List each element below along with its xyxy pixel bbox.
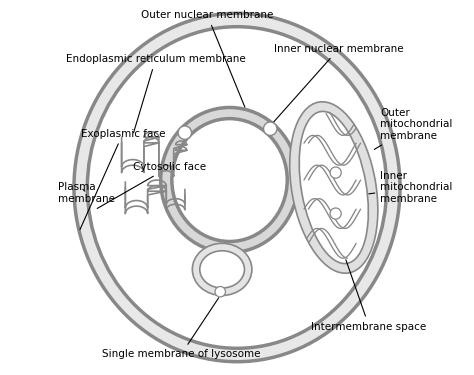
Ellipse shape — [192, 243, 252, 296]
Text: Inner
mitochondrial
membrane: Inner mitochondrial membrane — [369, 171, 453, 204]
Circle shape — [264, 122, 277, 135]
Text: Outer nuclear membrane: Outer nuclear membrane — [141, 10, 273, 107]
Ellipse shape — [299, 111, 368, 264]
Circle shape — [215, 286, 226, 297]
Ellipse shape — [172, 118, 287, 242]
Circle shape — [330, 167, 341, 178]
Text: Single membrane of lysosome: Single membrane of lysosome — [102, 298, 260, 359]
Text: Endoplasmic reticulum membrane: Endoplasmic reticulum membrane — [66, 54, 246, 133]
Text: Outer
mitochondrial
membrane: Outer mitochondrial membrane — [374, 108, 453, 149]
Ellipse shape — [87, 27, 387, 348]
Circle shape — [330, 208, 341, 219]
Text: Exoplasmic face: Exoplasmic face — [80, 129, 165, 230]
Circle shape — [178, 126, 191, 140]
Ellipse shape — [290, 102, 378, 273]
Ellipse shape — [74, 13, 400, 362]
Text: Cytosolic face: Cytosolic face — [97, 162, 206, 209]
Text: Intermembrane space: Intermembrane space — [311, 260, 427, 332]
Ellipse shape — [161, 108, 299, 253]
Text: Plasma
membrane: Plasma membrane — [58, 182, 115, 204]
Text: Inner nuclear membrane: Inner nuclear membrane — [267, 44, 404, 130]
Ellipse shape — [200, 251, 245, 288]
